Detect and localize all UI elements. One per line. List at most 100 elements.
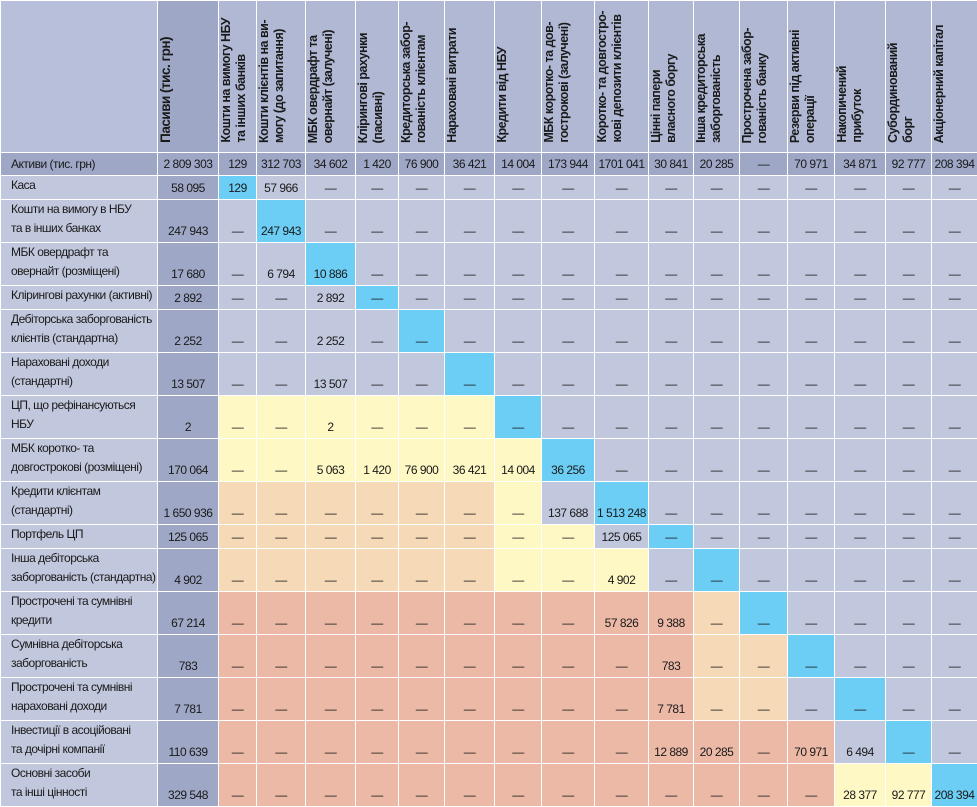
value-cell: —: [306, 200, 356, 243]
value-cell: —: [694, 286, 740, 310]
value-cell: 6 794: [257, 243, 306, 286]
header-column: МБК овердрафт та овернайт (залучені): [306, 1, 356, 153]
value-cell: —: [740, 549, 788, 592]
value-cell: —: [595, 439, 649, 482]
value-cell: —: [445, 482, 495, 525]
value-cell: —: [445, 176, 495, 200]
diagonal-cell: —: [740, 592, 788, 635]
row-label: Сумнівна дебіторська заборгованість: [1, 635, 158, 678]
totals-value: 20 285: [694, 153, 740, 176]
value-cell: —: [495, 482, 542, 525]
table-row: Інвестиції в асоційовані та дочірні комп…: [1, 721, 977, 764]
value-cell: —: [445, 592, 495, 635]
value-cell: —: [932, 482, 977, 525]
value-cell: —: [306, 721, 356, 764]
header-column: Інша кредиторська заборгованість: [694, 1, 740, 153]
value-cell: 36 421: [445, 439, 495, 482]
value-cell: —: [740, 200, 788, 243]
header-column-label: МБК овердрафт та овернайт (залучені): [306, 24, 340, 149]
value-cell: —: [445, 764, 495, 807]
value-cell: —: [740, 243, 788, 286]
header-column: Цінні папери власного боргу: [649, 1, 694, 153]
value-cell: —: [399, 200, 445, 243]
value-cell: —: [542, 200, 595, 243]
table-row: МБК коротко- та довгострокові (розміщені…: [1, 439, 977, 482]
value-cell: —: [932, 678, 977, 721]
table-row: Нараховані доходи (стандартні)13 507——13…: [1, 353, 977, 396]
diagonal-cell: —: [886, 721, 932, 764]
value-cell: —: [886, 176, 932, 200]
value-cell: —: [542, 678, 595, 721]
value-cell: —: [219, 243, 257, 286]
totals-value: 70 971: [788, 153, 835, 176]
value-cell: —: [694, 592, 740, 635]
header-column-label: Прострочена забор- гованість банку: [740, 22, 774, 149]
totals-value: 173 944: [542, 153, 595, 176]
value-cell: —: [399, 592, 445, 635]
header-pasyvy: Пасиви (тис. грн): [158, 1, 219, 153]
value-cell: —: [788, 764, 835, 807]
value-cell: —: [257, 592, 306, 635]
value-cell: —: [356, 353, 399, 396]
header-pasyvy-label: Пасиви (тис. грн): [158, 31, 191, 149]
value-cell: —: [542, 176, 595, 200]
value-cell: 70 971: [788, 721, 835, 764]
value-cell: 13 507: [306, 353, 356, 396]
header-column-label: Накопичений прибуток: [835, 60, 869, 149]
value-cell: —: [399, 396, 445, 439]
value-cell: —: [399, 286, 445, 310]
totals-value: 34 871: [835, 153, 886, 176]
header-column-label: Резерви під активні операції: [788, 24, 822, 149]
value-cell: —: [542, 396, 595, 439]
table-row: Прострочені та сумнівні нараховані доход…: [1, 678, 977, 721]
totals-value: 312 703: [257, 153, 306, 176]
value-cell: —: [257, 635, 306, 678]
value-cell: 28 377: [835, 764, 886, 807]
value-cell: —: [542, 721, 595, 764]
value-cell: —: [740, 764, 788, 807]
value-cell: —: [740, 176, 788, 200]
value-cell: —: [495, 592, 542, 635]
value-cell: —: [740, 439, 788, 482]
diagonal-cell: —: [445, 353, 495, 396]
value-cell: —: [595, 764, 649, 807]
diagonal-cell: —: [399, 310, 445, 353]
value-cell: —: [932, 176, 977, 200]
header-column-label: Нараховані витрати: [445, 22, 464, 149]
value-cell: —: [788, 286, 835, 310]
value-cell: —: [886, 396, 932, 439]
header-column-label: Інша кредиторська заборгованість: [694, 28, 728, 149]
value-cell: —: [788, 200, 835, 243]
table-row: Сумнівна дебіторська заборгованість 783 — —…: [1, 635, 977, 678]
value-cell: —: [886, 592, 932, 635]
value-cell: 57 826: [595, 592, 649, 635]
value-cell: —: [219, 592, 257, 635]
value-cell: —: [495, 176, 542, 200]
value-cell: —: [932, 396, 977, 439]
value-cell: —: [932, 721, 977, 764]
value-cell: —: [595, 286, 649, 310]
value-cell: —: [788, 549, 835, 592]
value-cell: —: [445, 286, 495, 310]
value-cell: 783: [649, 635, 694, 678]
totals-value: 129: [219, 153, 257, 176]
header-column: Клірингові рахунки (пасивні): [356, 1, 399, 153]
value-cell: —: [694, 764, 740, 807]
value-cell: —: [886, 635, 932, 678]
value-cell: —: [835, 592, 886, 635]
value-cell: —: [835, 525, 886, 549]
value-cell: —: [886, 286, 932, 310]
value-cell: —: [649, 243, 694, 286]
value-cell: —: [356, 678, 399, 721]
value-cell: —: [306, 678, 356, 721]
row-label: МБК коротко- та довгострокові (розміщені…: [1, 439, 158, 482]
diagonal-cell: —: [649, 525, 694, 549]
value-cell: 125 065: [595, 525, 649, 549]
header-column: Кредиторська забор- гованість клієнтам: [399, 1, 445, 153]
diagonal-cell: 208 394: [932, 764, 977, 807]
value-cell: —: [595, 721, 649, 764]
